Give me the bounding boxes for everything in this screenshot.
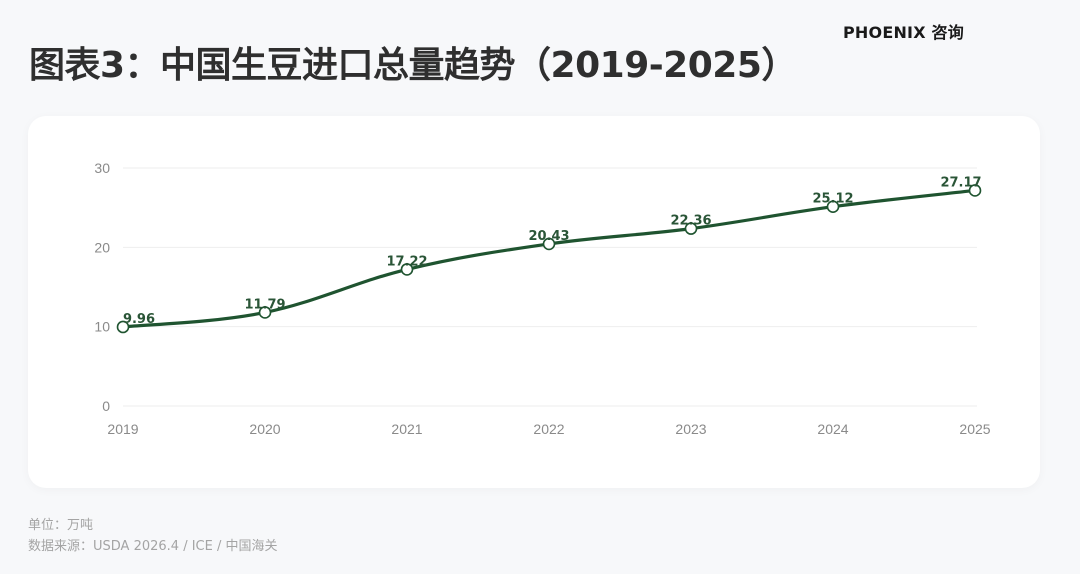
- brand-logo-text: PHOENIX 咨询: [843, 23, 964, 42]
- x-tick-label: 2022: [533, 421, 564, 437]
- data-point-marker: [400, 263, 414, 276]
- unit-note: 单位：万吨: [28, 518, 94, 533]
- data-point-marker: [826, 200, 840, 214]
- data-point-marker: [684, 222, 698, 235]
- data-label: 17.22: [386, 254, 427, 269]
- data-label: 27.17: [940, 175, 981, 190]
- x-tick-label: 2023: [675, 421, 706, 437]
- data-points: [116, 184, 982, 334]
- y-axis-ticks: 0 10 20 30: [94, 160, 110, 414]
- y-tick-label: 10: [94, 319, 110, 335]
- data-label: 11.79: [244, 297, 285, 312]
- y-tick-label: 20: [94, 239, 110, 255]
- source-note: 数据来源：USDA 2026.4 / ICE / 中国海关: [28, 539, 278, 554]
- data-labels: 9.96 11.79 17.22 20.43 22.36 25.12 27.17: [123, 175, 982, 327]
- data-label: 9.96: [123, 312, 155, 327]
- x-tick-label: 2019: [107, 421, 138, 437]
- data-label: 25.12: [812, 192, 853, 207]
- data-point-marker: [258, 306, 272, 319]
- x-tick-label: 2020: [249, 421, 280, 437]
- line-chart: 0 10 20 30 2019 2020 2021 2022 2023 2024 2025 9.9…: [94, 160, 990, 437]
- data-label: 20.43: [528, 229, 569, 244]
- data-point-marker: [542, 237, 556, 251]
- chart-footer: 单位：万吨 数据来源：USDA 2026.4 / ICE / 中国海关: [28, 515, 277, 557]
- x-tick-label: 2025: [959, 421, 990, 437]
- x-tick-label: 2021: [391, 421, 422, 437]
- x-axis-ticks: 2019 2020 2021 2022 2023 2024 2025: [107, 421, 990, 437]
- x-tick-label: 2024: [817, 421, 848, 437]
- data-point-marker: [116, 320, 130, 334]
- y-tick-label: 30: [94, 160, 110, 176]
- data-point-marker: [968, 184, 982, 197]
- chart-title: 图表3：中国生豆进口总量趋势（2019-2025）: [29, 45, 797, 86]
- data-label: 22.36: [670, 214, 711, 229]
- y-tick-label: 0: [102, 398, 110, 414]
- chart-card: 0 10 20 30 2019 2020 2021 2022 2023 2024 2025 9.9…: [28, 116, 1040, 488]
